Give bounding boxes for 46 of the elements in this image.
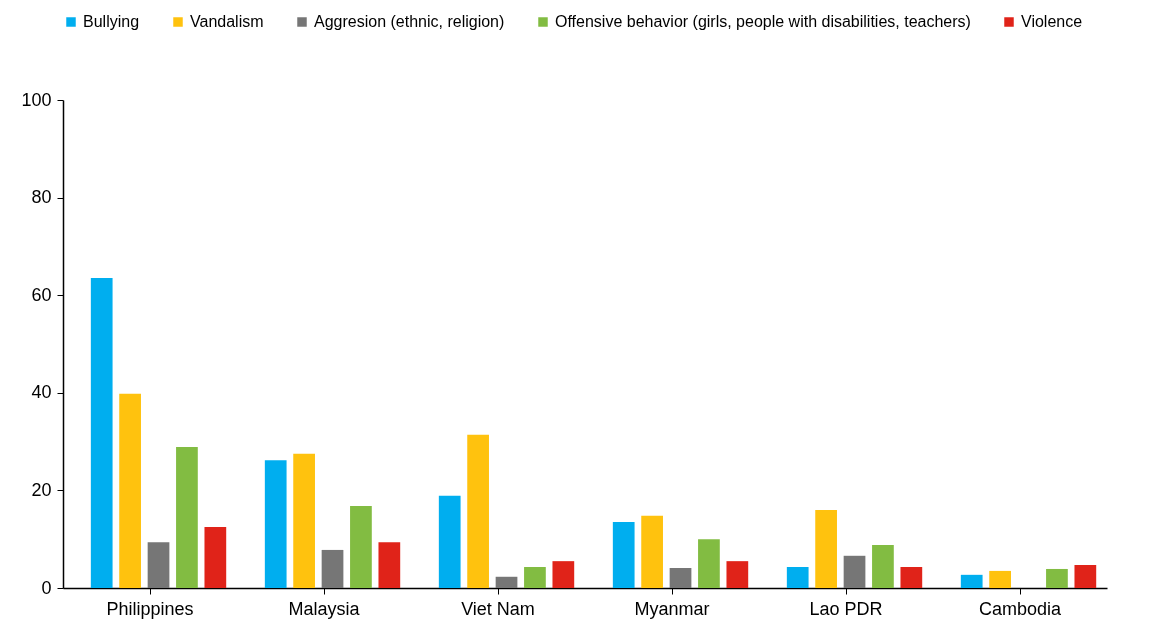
bar	[726, 561, 749, 588]
bar	[176, 446, 198, 588]
x-tick-label: Lao PDR	[809, 598, 883, 619]
bar	[119, 393, 141, 588]
bar	[90, 278, 113, 588]
bar	[438, 495, 461, 588]
bar	[321, 549, 344, 588]
bar	[552, 561, 575, 588]
bar	[264, 460, 287, 588]
x-tick-label: Malaysia	[288, 598, 361, 619]
y-tick-label: 0	[41, 577, 52, 598]
y-tick-label: 20	[31, 479, 52, 500]
legend-label: Aggresion (ethnic, religion)	[314, 13, 505, 30]
bar	[786, 567, 809, 588]
x-tick-label: Viet Nam	[461, 598, 535, 619]
bar	[960, 574, 983, 588]
bar	[524, 567, 546, 588]
y-tick-label: 60	[31, 284, 52, 305]
bar	[900, 567, 923, 588]
legend-label: Bullying	[83, 13, 140, 30]
bar	[204, 527, 227, 588]
bar	[1046, 568, 1068, 588]
bar	[641, 515, 663, 588]
bar	[147, 542, 170, 588]
y-tick-label: 80	[31, 187, 52, 208]
bar	[1074, 565, 1097, 588]
bar	[989, 570, 1011, 588]
y-tick-label: 40	[31, 382, 52, 403]
bar	[350, 506, 372, 588]
bar	[293, 453, 315, 588]
legend-label: Offensive behavior (girls, people with disabilities, teachers)	[555, 13, 971, 30]
x-tick-label: Cambodia	[978, 598, 1063, 619]
bar	[378, 542, 401, 588]
bar	[495, 576, 518, 588]
bar	[698, 539, 720, 588]
bar	[843, 555, 866, 588]
legend-label: Vandalism	[190, 13, 264, 30]
bar	[612, 522, 635, 588]
bar	[467, 434, 489, 588]
bar	[872, 545, 894, 588]
bar	[815, 509, 837, 588]
x-tick-label: Myanmar	[634, 598, 710, 619]
x-tick-label: Philippines	[106, 598, 194, 619]
legend-label: Violence	[1021, 13, 1083, 30]
bar	[669, 567, 692, 588]
y-tick-label: 100	[21, 89, 52, 110]
